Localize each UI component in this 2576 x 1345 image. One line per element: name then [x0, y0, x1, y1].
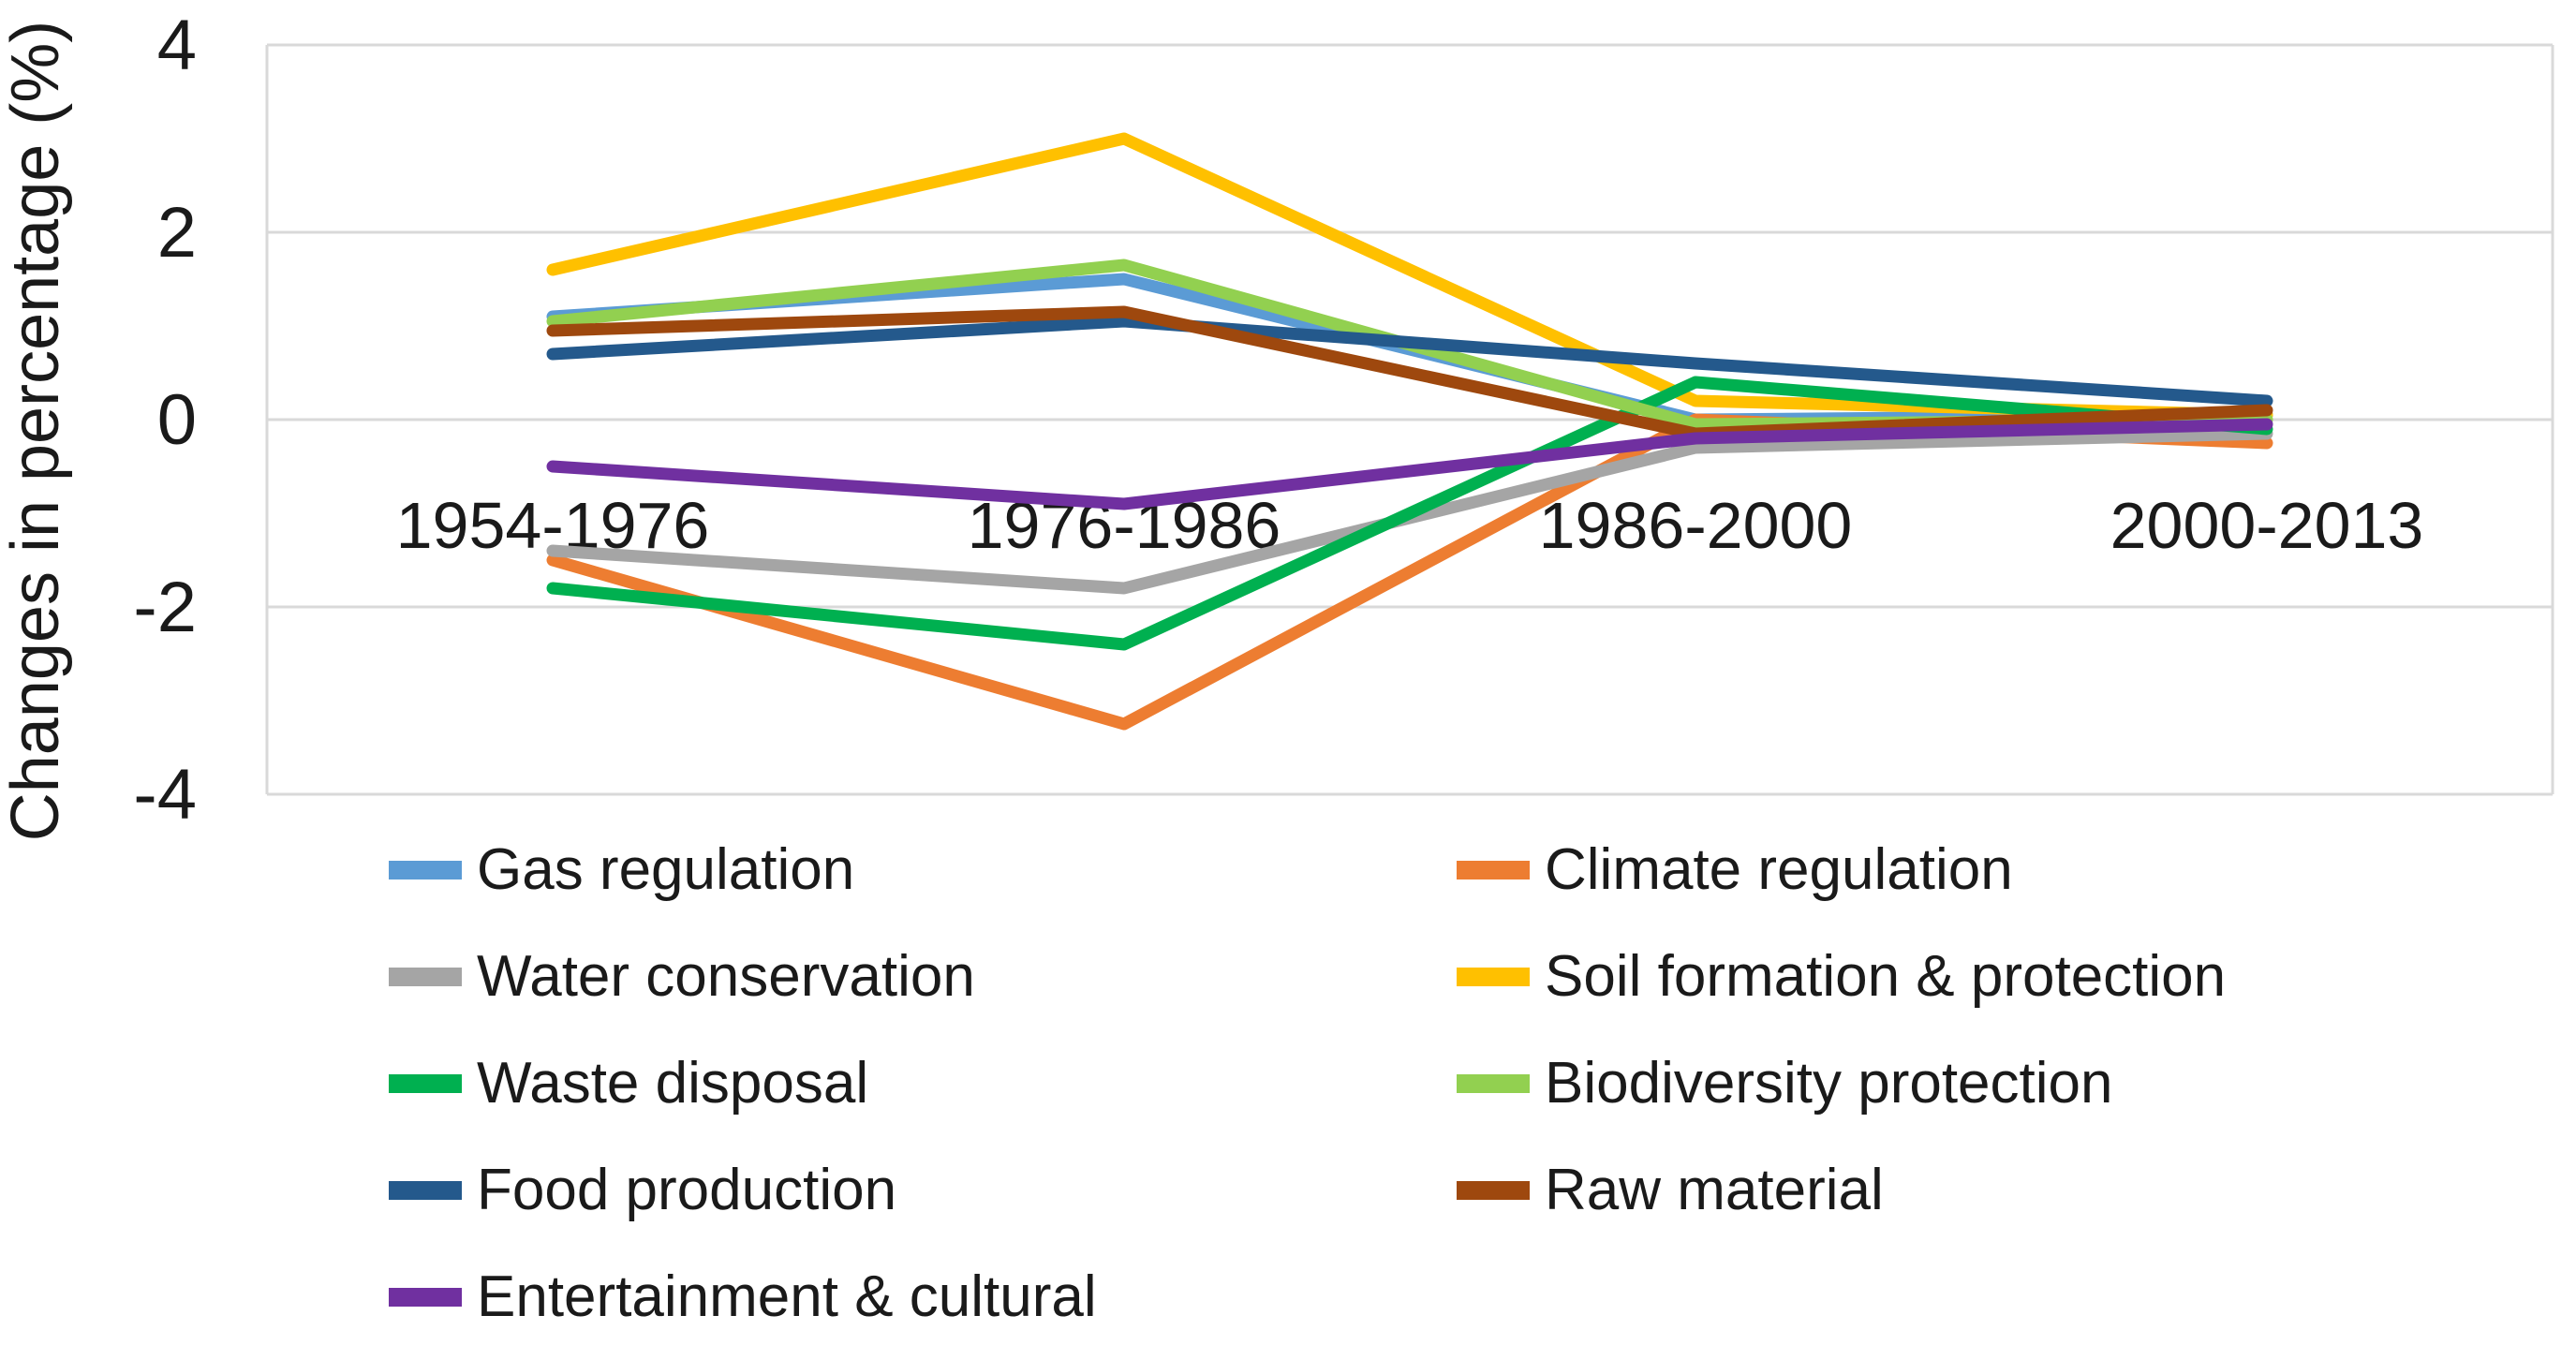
- legend-label: Raw material: [1545, 1158, 1884, 1222]
- y-tick-label-4: 4: [157, 6, 197, 85]
- legend-line-swatch-icon: [389, 861, 462, 879]
- y-tick-label-0: 0: [157, 380, 197, 460]
- plot-borders: [265, 45, 2554, 794]
- legend-item-waste-disposal: Waste disposal: [389, 1055, 1457, 1113]
- legend-item-gas-regulation: Gas regulation: [389, 841, 1457, 899]
- y-axis-tick-labels: 4 2 0 -2 -4: [133, 6, 197, 835]
- legend-label: Entertainment & cultural: [477, 1264, 1097, 1329]
- legend-label: Climate regulation: [1545, 837, 2013, 902]
- series-line-raw-material: [546, 305, 2273, 440]
- legend-item-entertainment-cultural: Entertainment & cultural: [389, 1268, 1457, 1326]
- legend-line-swatch-icon: [389, 968, 462, 986]
- legend-item-soil-formation-protection: Soil formation & protection: [1457, 948, 2226, 1006]
- legend-item-water-conservation: Water conservation: [389, 948, 1457, 1006]
- series-line-entertainment-cultural: [546, 418, 2273, 510]
- legend-label: Water conservation: [477, 944, 975, 1009]
- series-line-food-production: [546, 315, 2273, 407]
- legend-line-swatch-icon: [389, 1288, 462, 1307]
- y-tick-label--2: -2: [133, 568, 197, 647]
- y-tick-label-2: 2: [157, 193, 197, 273]
- legend-label: Biodiversity protection: [1545, 1051, 2113, 1116]
- legend-label: Waste disposal: [477, 1051, 869, 1116]
- chart-legend: Gas regulation Climate regulation Water co…: [389, 817, 2226, 1345]
- legend-label: Soil formation & protection: [1545, 944, 2227, 1009]
- legend-item-biodiversity-protection: Biodiversity protection: [1457, 1055, 2226, 1113]
- legend-item-climate-regulation: Climate regulation: [1457, 841, 2226, 899]
- legend-line-swatch-icon: [1457, 968, 1530, 986]
- legend-line-swatch-icon: [389, 1181, 462, 1200]
- legend-item-food-production: Food production: [389, 1161, 1457, 1219]
- x-category-label-2000-2013: 2000-2013: [2110, 489, 2424, 562]
- legend-line-swatch-icon: [1457, 1074, 1530, 1093]
- y-axis-title: Changes in percentage (%): [0, 21, 73, 842]
- legend-line-swatch-icon: [1457, 861, 1530, 879]
- legend-label: Food production: [477, 1158, 897, 1222]
- y-tick-label--4: -4: [133, 755, 197, 835]
- gridlines: [267, 43, 2553, 796]
- x-axis-category-labels: 1954-1976 1976-1986 1986-2000 2000-2013: [396, 489, 2424, 562]
- legend-label: Gas regulation: [477, 837, 855, 902]
- series-lines: [546, 132, 2273, 731]
- legend-item-raw-material: Raw material: [1457, 1161, 2226, 1219]
- legend-line-swatch-icon: [389, 1074, 462, 1093]
- x-category-label-1986-2000: 1986-2000: [1539, 489, 1853, 562]
- legend-line-swatch-icon: [1457, 1181, 1530, 1200]
- series-line-waste-disposal: [546, 376, 2273, 651]
